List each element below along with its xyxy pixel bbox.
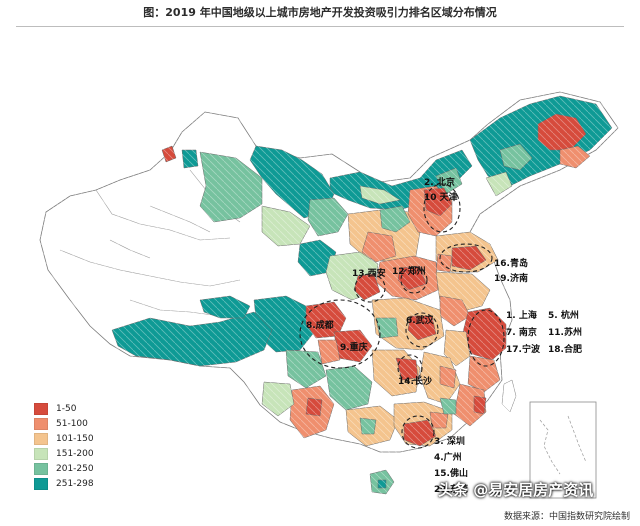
legend-label: 251-298 xyxy=(56,478,94,489)
title-rule xyxy=(16,26,624,27)
label-shenzhen: 3. 深圳 xyxy=(434,435,465,447)
legend-item: 1-50 xyxy=(34,402,94,415)
legend-swatch xyxy=(34,447,48,460)
data-source: 数据来源：中国指数研究院绘制 xyxy=(503,512,630,522)
circle-zhengzhou xyxy=(400,266,428,294)
legend-swatch xyxy=(34,477,48,490)
watermark: 头条 @易安居房产资讯 xyxy=(438,481,594,499)
label-shanghai: 1. 上海 xyxy=(506,309,537,321)
label-zhengzhou: 12 郑州 xyxy=(392,265,426,277)
legend-label: 51-100 xyxy=(56,418,88,429)
label-suzhou: 11.苏州 xyxy=(548,326,582,338)
circle-changsha xyxy=(397,354,423,382)
circle-beijing-tianjin xyxy=(423,183,461,233)
legend: 1-50 51-100 101-150 151-200 201-250 251-… xyxy=(34,402,94,492)
figure-title: 图：2019 年中国地级以上城市房地产开发投资吸引力排名区域分布情况 xyxy=(143,6,497,19)
circle-yangtze-delta xyxy=(467,309,505,367)
label-jinan: 19.济南 xyxy=(494,272,528,284)
label-changsha: 14.长沙 xyxy=(398,375,432,387)
label-foshan: 15.佛山 xyxy=(434,467,468,479)
legend-item: 51-100 xyxy=(34,417,94,430)
legend-item: 201-250 xyxy=(34,462,94,475)
legend-swatch xyxy=(34,417,48,430)
label-beijing: 2. 北京 xyxy=(424,176,455,188)
legend-label: 151-200 xyxy=(56,448,94,459)
circle-wuhan xyxy=(405,312,439,348)
circle-qingdao-jinan xyxy=(439,243,493,273)
label-hangzhou: 5. 杭州 xyxy=(548,309,579,321)
label-dongguan: 20.东莞 xyxy=(434,483,468,495)
legend-label: 201-250 xyxy=(56,463,94,474)
circle-pearl-river xyxy=(401,415,435,449)
label-xian: 13 西安 xyxy=(352,267,386,279)
cluster-circles xyxy=(299,183,505,449)
label-guangzhou: 4.广州 xyxy=(434,451,462,463)
label-qingdao: 16.青岛 xyxy=(494,257,528,269)
legend-swatch xyxy=(34,462,48,475)
south-china-sea-inset xyxy=(529,401,597,499)
circle-xian xyxy=(354,273,386,303)
label-wuhan: 6.武汉 xyxy=(406,314,435,326)
legend-item: 151-200 xyxy=(34,447,94,460)
label-ningbo: 17.宁波 xyxy=(506,343,541,355)
label-chongqing: 9.重庆 xyxy=(340,341,368,353)
legend-item: 101-150 xyxy=(34,432,94,445)
legend-swatch xyxy=(34,432,48,445)
label-nanjing: 7. 南京 xyxy=(506,326,537,338)
label-hefei: 18.合肥 xyxy=(548,343,582,355)
legend-label: 101-150 xyxy=(56,433,94,444)
label-tianjin: 10 天津 xyxy=(424,191,458,203)
circle-chengdu-chongqing xyxy=(299,299,381,369)
label-chengdu: 8.成都 xyxy=(306,319,334,331)
legend-label: 1-50 xyxy=(56,403,77,414)
legend-item: 251-298 xyxy=(34,477,94,490)
legend-swatch xyxy=(34,402,48,415)
